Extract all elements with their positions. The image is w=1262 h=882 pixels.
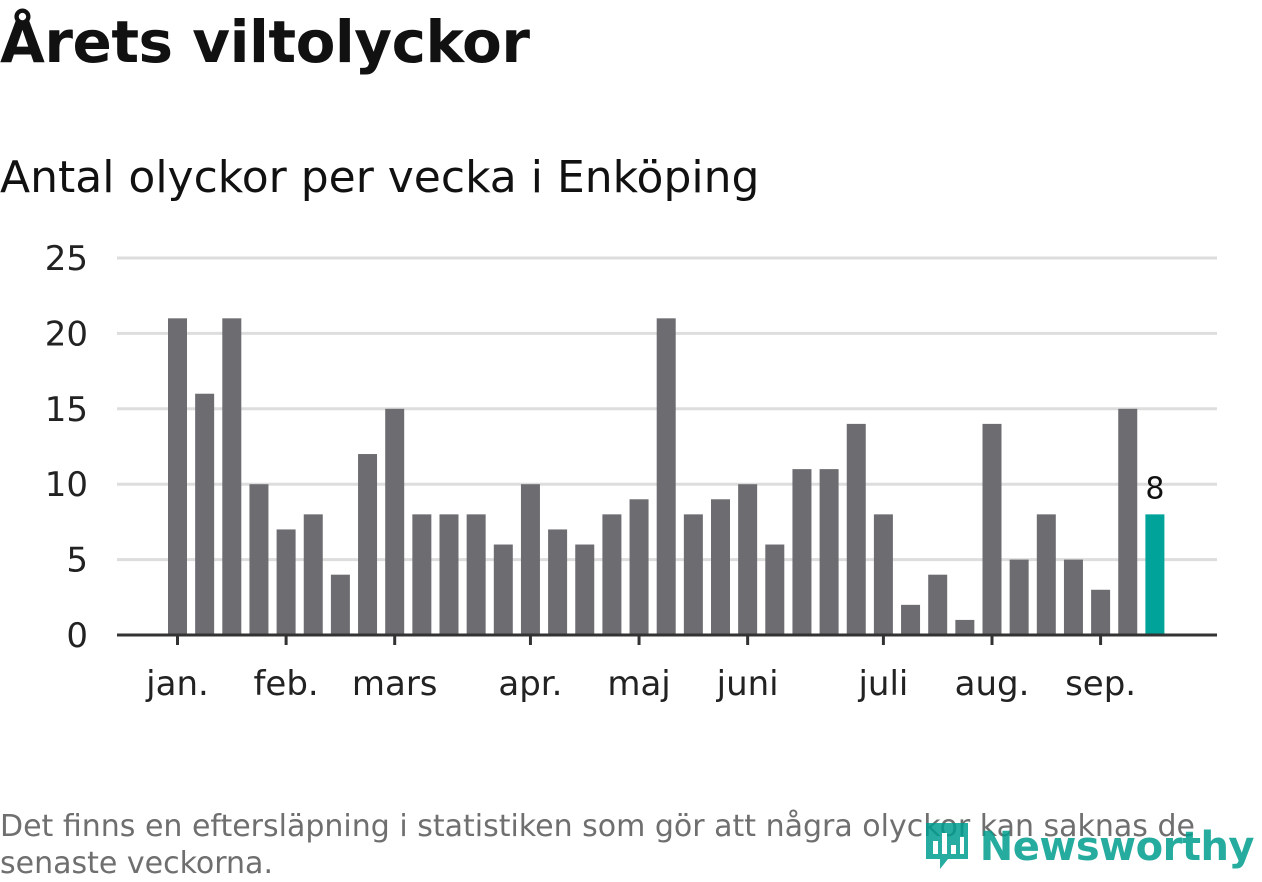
newsworthy-logo: Newsworthy xyxy=(922,819,1255,875)
bar xyxy=(168,318,187,635)
x-tick-label: feb. xyxy=(253,664,318,704)
bar xyxy=(222,318,242,635)
bar xyxy=(1063,559,1083,635)
bar xyxy=(276,529,296,635)
bar xyxy=(955,619,975,635)
bar xyxy=(629,499,649,635)
bar xyxy=(711,499,730,635)
bar xyxy=(846,423,866,635)
bar xyxy=(385,408,405,635)
chart-title: Årets viltolyckor xyxy=(0,8,530,76)
bar xyxy=(1118,408,1138,635)
x-tick-label: juli xyxy=(857,664,908,704)
data-label: 8 xyxy=(1145,471,1164,506)
x-tick-label: juni xyxy=(716,664,779,704)
bar xyxy=(303,514,323,635)
bar xyxy=(330,574,350,635)
logo-text: Newsworthy xyxy=(979,824,1255,870)
y-tick-label: 5 xyxy=(66,541,88,581)
bar xyxy=(683,514,703,635)
bar xyxy=(873,514,893,635)
bar xyxy=(548,529,568,635)
bar xyxy=(928,574,948,635)
x-tick-label: maj xyxy=(607,664,670,704)
bar xyxy=(1036,514,1056,635)
bar xyxy=(439,514,459,635)
bar xyxy=(1145,514,1165,635)
x-tick-label: aug. xyxy=(955,664,1030,704)
bar xyxy=(575,544,595,635)
x-tick-label: jan. xyxy=(145,664,209,704)
x-tick-label: sep. xyxy=(1065,664,1136,704)
y-tick-label: 20 xyxy=(45,314,88,354)
bar xyxy=(982,423,1002,635)
bar xyxy=(738,484,758,635)
x-tick-label: mars xyxy=(352,664,438,704)
bar xyxy=(358,454,378,635)
bar xyxy=(792,469,812,635)
bar xyxy=(765,544,785,635)
x-tick-label: apr. xyxy=(498,664,562,704)
data-labels: 8 xyxy=(1145,471,1164,506)
bar xyxy=(249,484,269,635)
bars xyxy=(168,318,1165,635)
bar xyxy=(412,514,432,635)
bar xyxy=(195,393,215,635)
footnote: Det finns en eftersläpning i statistiken… xyxy=(0,809,1195,881)
bar xyxy=(901,604,921,635)
bar xyxy=(656,318,676,635)
y-tick-label: 15 xyxy=(45,390,88,430)
bar-chart: 0 5 10 15 20 25 jan. feb. mars apr. maj juni juli au… xyxy=(45,239,1217,704)
bar xyxy=(466,514,486,635)
bar xyxy=(1091,589,1111,635)
bar xyxy=(520,484,540,635)
bar xyxy=(493,544,513,635)
bar xyxy=(1009,559,1029,635)
y-tick-label: 0 xyxy=(66,616,88,656)
chart-subtitle: Antal olyckor per vecka i Enköping xyxy=(0,152,760,203)
newsworthy-bar-icon xyxy=(922,819,972,875)
bar xyxy=(602,514,622,635)
y-tick-label: 10 xyxy=(45,465,88,505)
bar xyxy=(819,469,839,635)
y-axis-ticks: 0 5 10 15 20 25 xyxy=(45,239,88,656)
y-tick-label: 25 xyxy=(45,239,88,279)
x-axis: jan. feb. mars apr. maj juni juli aug. sep. xyxy=(117,633,1217,704)
